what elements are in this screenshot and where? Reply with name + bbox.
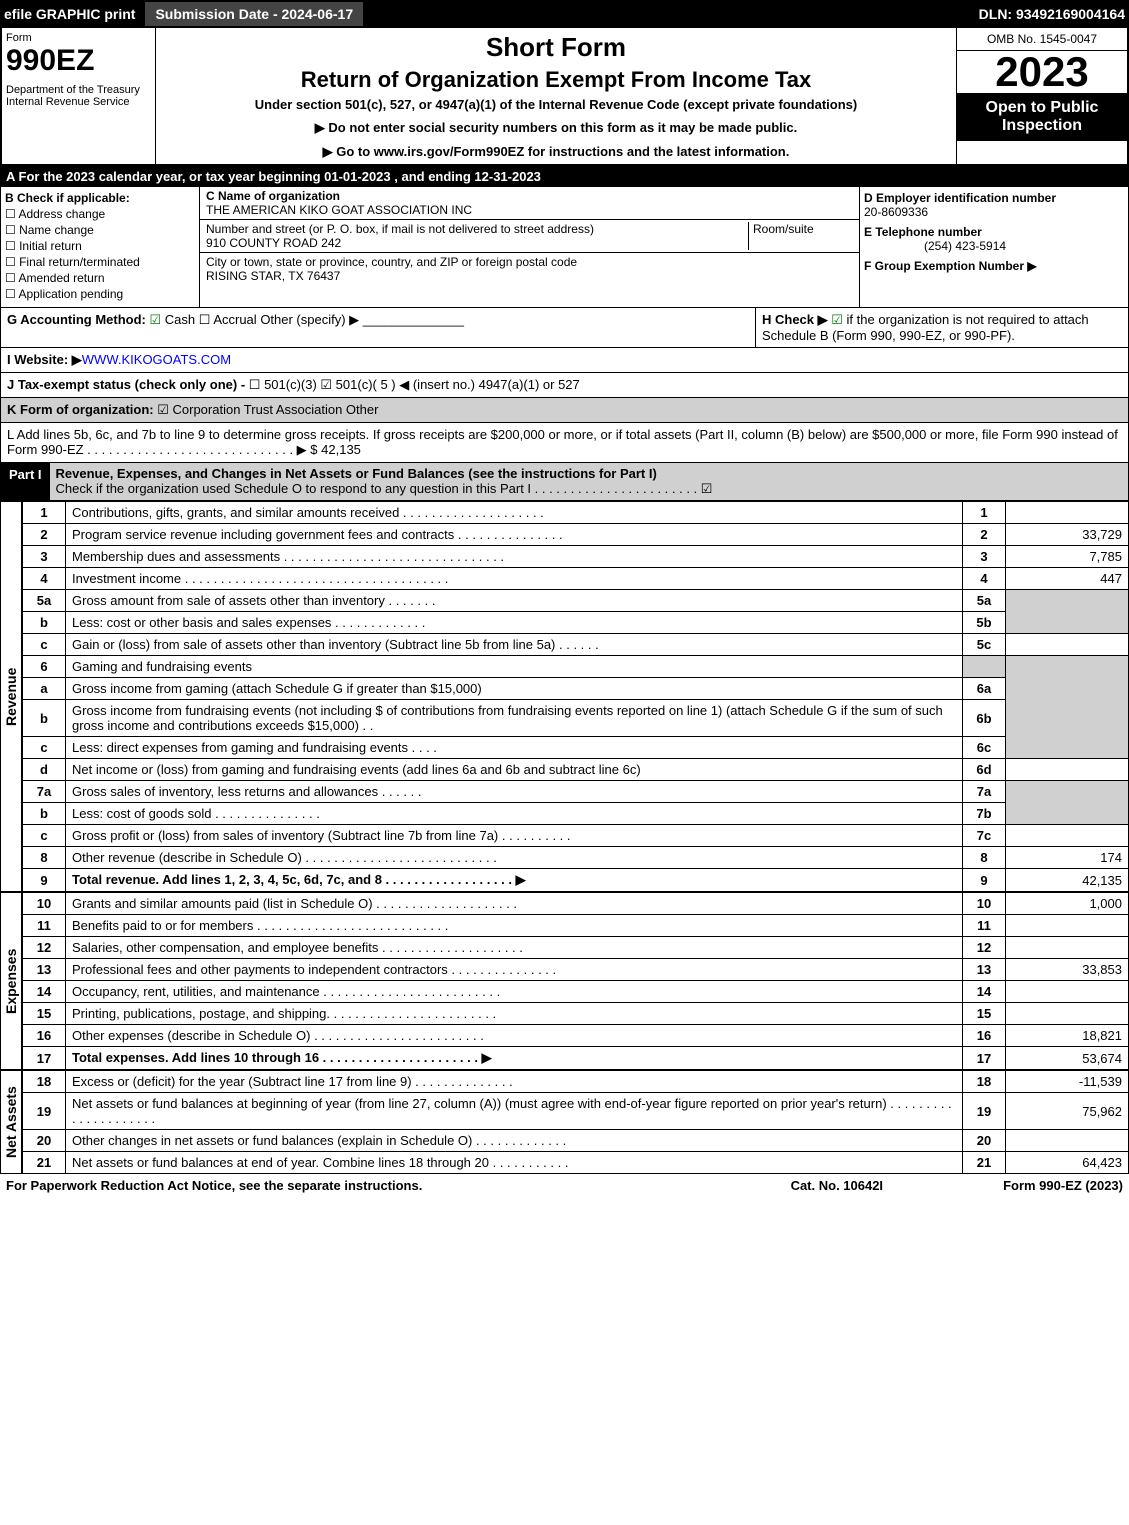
j-tax-exempt: J Tax-exempt status (check only one) - ☐… — [0, 373, 1129, 398]
efile-label: efile GRAPHIC print — [4, 6, 135, 22]
line-11: 11Benefits paid to or for members . . . … — [23, 915, 1129, 937]
form-number: 990EZ — [6, 44, 151, 78]
cb-final[interactable]: ☐ Final return/terminated — [5, 255, 195, 269]
line-6a: aGross income from gaming (attach Schedu… — [23, 678, 1129, 700]
line-9: 9Total revenue. Add lines 1, 2, 3, 4, 5c… — [23, 869, 1129, 892]
tel-label: E Telephone number — [864, 225, 982, 239]
col-b: B Check if applicable: ☐ Address change … — [1, 187, 200, 307]
netassets-section: Net Assets 18Excess or (deficit) for the… — [0, 1070, 1129, 1174]
row-gh: G Accounting Method: ☑ Cash ☐ Accrual Ot… — [0, 308, 1129, 348]
line-5c: cGain or (loss) from sale of assets othe… — [23, 634, 1129, 656]
col-c: C Name of organizationTHE AMERICAN KIKO … — [200, 187, 859, 307]
tax-year: 2023 — [957, 51, 1127, 93]
dept-label: Department of the Treasury Internal Reve… — [6, 84, 151, 108]
line-6d: dNet income or (loss) from gaming and fu… — [23, 759, 1129, 781]
website-link[interactable]: WWW.KIKOGOATS.COM — [82, 352, 231, 367]
line-14: 14Occupancy, rent, utilities, and mainte… — [23, 981, 1129, 1003]
line-19: 19Net assets or fund balances at beginni… — [23, 1093, 1129, 1130]
room-suite: Room/suite — [748, 222, 853, 250]
line-6b: bGross income from fundraising events (n… — [23, 700, 1129, 737]
line-5a: 5aGross amount from sale of assets other… — [23, 590, 1129, 612]
footer-right: Form 990-EZ (2023) — [1003, 1178, 1123, 1193]
part1-header: Part I Revenue, Expenses, and Changes in… — [0, 463, 1129, 501]
line-12: 12Salaries, other compensation, and empl… — [23, 937, 1129, 959]
line-15: 15Printing, publications, postage, and s… — [23, 1003, 1129, 1025]
under-section: Under section 501(c), 527, or 4947(a)(1)… — [164, 97, 948, 112]
line-6: 6Gaming and fundraising events — [23, 656, 1129, 678]
expenses-table: 10Grants and similar amounts paid (list … — [22, 892, 1129, 1070]
line-20: 20Other changes in net assets or fund ba… — [23, 1130, 1129, 1152]
revenue-section: Revenue 1Contributions, gifts, grants, a… — [0, 501, 1129, 892]
line-2: 2Program service revenue including gover… — [23, 524, 1129, 546]
return-title: Return of Organization Exempt From Incom… — [164, 67, 948, 93]
page-footer: For Paperwork Reduction Act Notice, see … — [0, 1174, 1129, 1197]
line-10: 10Grants and similar amounts paid (list … — [23, 893, 1129, 915]
h-check: H Check ▶ ☑ if the organization is not r… — [755, 308, 1128, 347]
short-form-title: Short Form — [164, 32, 948, 63]
line-6c: cLess: direct expenses from gaming and f… — [23, 737, 1129, 759]
cb-name[interactable]: ☐ Name change — [5, 223, 195, 237]
part1-badge: Part I — [1, 463, 50, 500]
form-word: Form — [6, 32, 151, 44]
ein-value: 20-8609336 — [864, 205, 928, 219]
line-8: 8Other revenue (describe in Schedule O) … — [23, 847, 1129, 869]
l-gross-receipts: L Add lines 5b, 6c, and 7b to line 9 to … — [0, 423, 1129, 463]
line-7a: 7aGross sales of inventory, less returns… — [23, 781, 1129, 803]
c-name: C Name of organizationTHE AMERICAN KIKO … — [200, 187, 859, 220]
line-1: 1Contributions, gifts, grants, and simil… — [23, 502, 1129, 524]
part1-heading: Revenue, Expenses, and Changes in Net As… — [56, 466, 657, 481]
g-accounting: G Accounting Method: ☑ Cash ☐ Accrual Ot… — [1, 308, 755, 347]
form-header: Form 990EZ Department of the Treasury In… — [0, 28, 1129, 166]
header-left: Form 990EZ Department of the Treasury In… — [2, 28, 156, 164]
line-7b: bLess: cost of goods sold . . . . . . . … — [23, 803, 1129, 825]
cb-address[interactable]: ☐ Address change — [5, 207, 195, 221]
open-public: Open to Public Inspection — [957, 93, 1127, 141]
line-18: 18Excess or (deficit) for the year (Subt… — [23, 1071, 1129, 1093]
line-4: 4Investment income . . . . . . . . . . .… — [23, 568, 1129, 590]
ein-label: D Employer identification number — [864, 191, 1056, 205]
header-center: Short Form Return of Organization Exempt… — [156, 28, 956, 164]
cb-amended[interactable]: ☐ Amended return — [5, 271, 195, 285]
submission-date: Submission Date - 2024-06-17 — [145, 2, 363, 26]
no-ssn: ▶ Do not enter social security numbers o… — [164, 120, 948, 136]
c-city: City or town, state or province, country… — [200, 253, 859, 285]
col-d: D Employer identification number20-86093… — [859, 187, 1128, 307]
revenue-table: 1Contributions, gifts, grants, and simil… — [22, 501, 1129, 892]
line-17: 17Total expenses. Add lines 10 through 1… — [23, 1047, 1129, 1070]
expenses-section: Expenses 10Grants and similar amounts pa… — [0, 892, 1129, 1070]
netassets-table: 18Excess or (deficit) for the year (Subt… — [22, 1070, 1129, 1174]
line-7c: cGross profit or (loss) from sales of in… — [23, 825, 1129, 847]
line-21: 21Net assets or fund balances at end of … — [23, 1152, 1129, 1174]
netassets-vlabel: Net Assets — [0, 1070, 22, 1174]
c-street: Number and street (or P. O. box, if mail… — [200, 220, 859, 253]
line-13: 13Professional fees and other payments t… — [23, 959, 1129, 981]
k-form-org: K Form of organization: ☑ Corporation Tr… — [0, 398, 1129, 423]
footer-left: For Paperwork Reduction Act Notice, see … — [6, 1178, 422, 1193]
b-title: B Check if applicable: — [5, 191, 195, 205]
part1-check: Check if the organization used Schedule … — [56, 481, 713, 496]
line-a: A For the 2023 calendar year, or tax yea… — [0, 166, 1129, 187]
footer-cat: Cat. No. 10642I — [791, 1178, 884, 1193]
tel-value: (254) 423-5914 — [864, 239, 1006, 253]
goto-link[interactable]: ▶ Go to www.irs.gov/Form990EZ for instru… — [164, 144, 948, 160]
header-right: OMB No. 1545-0047 2023 Open to Public In… — [956, 28, 1127, 164]
cb-initial[interactable]: ☐ Initial return — [5, 239, 195, 253]
group-exempt: F Group Exemption Number ▶ — [864, 259, 1037, 273]
i-website: I Website: ▶WWW.KIKOGOATS.COM — [0, 348, 1129, 373]
efile-topbar: efile GRAPHIC print Submission Date - 20… — [0, 0, 1129, 28]
section-bcd: B Check if applicable: ☐ Address change … — [0, 187, 1129, 308]
line-16: 16Other expenses (describe in Schedule O… — [23, 1025, 1129, 1047]
line-5b: bLess: cost or other basis and sales exp… — [23, 612, 1129, 634]
dln: DLN: 93492169004164 — [979, 6, 1125, 22]
revenue-vlabel: Revenue — [0, 501, 22, 892]
line-3: 3Membership dues and assessments . . . .… — [23, 546, 1129, 568]
cb-pending[interactable]: ☐ Application pending — [5, 287, 195, 301]
expenses-vlabel: Expenses — [0, 892, 22, 1070]
